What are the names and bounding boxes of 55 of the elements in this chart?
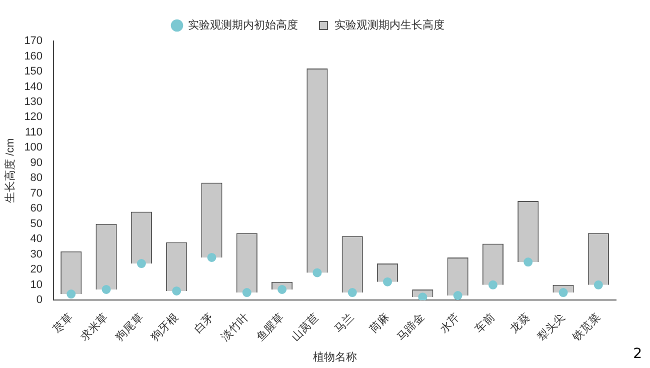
y-tick-label: 20	[30, 264, 43, 276]
x-tick-label: 车前	[472, 310, 498, 336]
x-tick-label: 白茅	[191, 310, 216, 336]
text: 2	[633, 346, 642, 362]
y-tick-label: 140	[24, 80, 43, 93]
point	[383, 277, 392, 286]
y-tick-label: 70	[30, 187, 43, 200]
x-tick-label: 求米草	[78, 310, 111, 344]
point	[558, 288, 568, 298]
point	[453, 291, 462, 300]
point	[102, 284, 111, 294]
point	[66, 290, 76, 299]
x-tick-label: 苘麻	[367, 310, 392, 336]
y-tick-label: 80	[30, 172, 43, 184]
point	[488, 280, 498, 290]
x-tick-label: 铁苋菜	[569, 310, 603, 344]
x-axis-title: 植物名称	[312, 350, 357, 364]
point	[172, 286, 182, 296]
x-tick-label: 狗牙根	[149, 312, 181, 344]
legend-label: 实验观测期内初始高度	[188, 18, 298, 32]
x-tick-label: 水芹	[437, 310, 462, 336]
y-tick-label: 100	[24, 142, 43, 154]
point	[594, 280, 603, 290]
x-tick-label: 鱼腥草	[254, 310, 286, 344]
y-tick-label: 0	[36, 294, 43, 306]
x-tick-label: 狗尾草	[113, 310, 146, 344]
legend-label: 实验观测期内生长高度	[334, 18, 444, 32]
point	[278, 284, 287, 294]
x-tick-label: 犁头尖	[535, 310, 568, 344]
x-tick-label: 山莴苣	[288, 310, 322, 344]
x-tick-label: 淡竹叶	[218, 310, 252, 344]
y-tick-label: 90	[30, 156, 43, 169]
y-tick-label: 130	[24, 96, 43, 108]
point	[136, 259, 146, 268]
y-tick-label: 10	[30, 278, 43, 291]
point	[242, 288, 252, 298]
y-tick-label: 170	[24, 35, 43, 48]
x-tick-label: 马蹄金	[394, 310, 427, 344]
x-tick-label: 马兰	[332, 310, 357, 336]
y-tick-label: 60	[30, 202, 43, 215]
x-tick-label: 荩草	[50, 310, 76, 336]
point	[418, 292, 428, 300]
point	[524, 258, 533, 267]
point	[348, 288, 357, 298]
point	[207, 252, 216, 262]
y-tick-label: 40	[30, 233, 43, 246]
y-tick-label: 30	[30, 248, 43, 260]
point	[312, 268, 322, 278]
y-tick-label: 160	[24, 50, 43, 62]
y-tick-label: 110	[25, 126, 43, 138]
y-axis-title: 生长高度 /cm	[4, 138, 17, 203]
y-tick-label: 50	[30, 218, 43, 230]
x-tick-label: 龙葵	[508, 310, 532, 336]
y-tick-label: 150	[24, 66, 43, 78]
y-tick-label: 120	[24, 111, 43, 124]
